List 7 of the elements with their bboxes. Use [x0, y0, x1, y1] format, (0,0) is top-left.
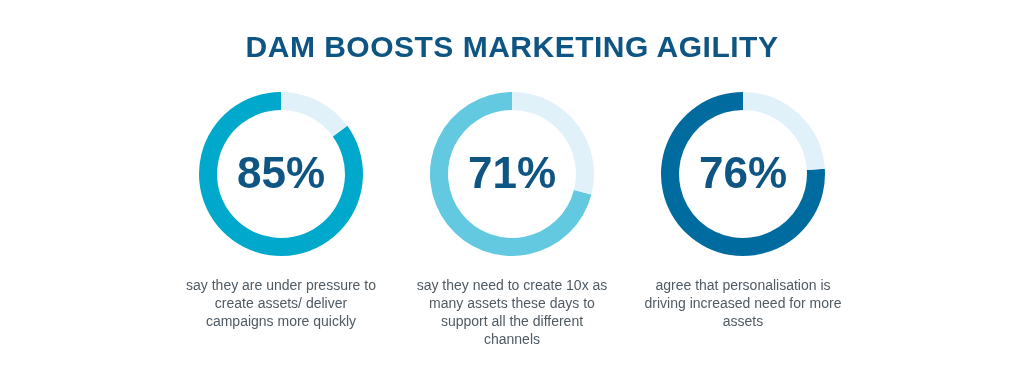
data-label: 71% — [467, 148, 557, 198]
data-label: 85% — [236, 148, 326, 198]
data-label: 76% — [698, 148, 788, 198]
text: say they need to create 10x as many assets these days to support all the different channels — [415, 276, 609, 348]
text: DAM BOOSTS MARKETING AGILITY — [244, 30, 780, 64]
text: say they are under pressure to create assets/ deliver campaigns more quickly — [185, 276, 377, 330]
text: agree that personalisation is driving increased need for more assets — [643, 276, 843, 330]
